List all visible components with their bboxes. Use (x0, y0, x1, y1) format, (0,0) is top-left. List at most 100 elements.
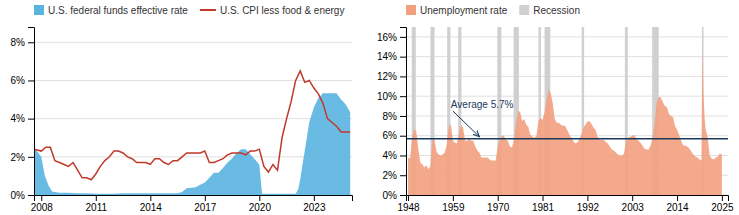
tick-mark (28, 157, 34, 158)
tick-label: 6% (11, 75, 26, 86)
tick: 2020 (249, 195, 272, 213)
tick-mark (400, 37, 406, 38)
tick-label: 4% (11, 113, 26, 124)
tick: 2014 (140, 195, 163, 213)
tick-label: 2003 (622, 202, 645, 213)
tick-mark (400, 96, 406, 97)
tick-label: 12% (377, 71, 397, 82)
tick-label: 10% (377, 91, 397, 102)
legend: U.S. federal funds effective rateU.S. CP… (34, 5, 344, 16)
tick: 14% (377, 51, 406, 62)
legend-label: Recession (533, 5, 580, 16)
tick-mark (587, 195, 588, 201)
tick-label: 8% (11, 37, 26, 48)
tick-label: 8% (383, 111, 398, 122)
tick-mark (400, 175, 406, 176)
tick: 1948 (397, 195, 420, 213)
panel: 2008 2011 2014 2017 2020 2023 0% 2% 4% 6% 8% (11, 28, 353, 214)
tick: 1992 (577, 195, 600, 213)
tick-label: 1970 (487, 202, 510, 213)
grid-line (34, 42, 352, 43)
tick: 4% (11, 113, 34, 124)
chart-container: U.S. federal funds effective rateU.S. CP… (0, 0, 739, 215)
tick-label: 2008 (31, 202, 54, 213)
average-line (406, 138, 728, 140)
tick-label: 6% (383, 130, 398, 141)
annotation-label: Average 5.7% (451, 99, 514, 110)
grid-line (406, 115, 728, 116)
annotation: Average 5.7% (451, 99, 514, 137)
grid-line (34, 118, 352, 119)
x-axis: 1948 1959 1970 1981 1992 2003 2014 2025 (397, 195, 734, 213)
tick-label: 2014 (666, 202, 689, 213)
panel: Average 5.7% 1948 1959 1970 1981 1992 2003 2014… (377, 27, 734, 213)
tick-mark (28, 119, 34, 120)
tick: 2014 (666, 195, 689, 213)
chart-svg: U.S. federal funds effective rateU.S. CP… (0, 0, 739, 215)
tick-mark (96, 195, 97, 201)
legend-swatch (200, 9, 216, 11)
tick-label: 1992 (577, 202, 600, 213)
tick: 16% (377, 32, 406, 43)
tick: 2017 (194, 195, 217, 213)
x-axis: 2008 2011 2014 2017 2020 2023 (31, 195, 353, 213)
tick-mark (453, 195, 454, 201)
tick-mark (400, 116, 406, 117)
tick-mark (722, 195, 723, 201)
tick: 8% (383, 111, 406, 122)
tick-mark (400, 195, 406, 196)
tick-mark (498, 195, 499, 201)
area (408, 50, 722, 195)
tick-label: 2023 (303, 202, 326, 213)
tick: 0% (383, 190, 406, 201)
annotation-arrow (453, 111, 480, 137)
plot-area (34, 71, 350, 195)
tick-label: 4% (383, 150, 398, 161)
line (34, 71, 350, 180)
tick-mark (543, 195, 544, 201)
tick-mark (28, 195, 34, 196)
legend-label: Unemployment rate (420, 5, 508, 16)
tick: 2% (11, 152, 34, 163)
tick-mark (677, 195, 678, 201)
legend-swatch (519, 5, 529, 15)
legend-item: Recession (519, 5, 580, 16)
tick-label: 2017 (194, 202, 217, 213)
tick: 2023 (303, 195, 326, 213)
legend-swatch (34, 5, 44, 15)
tick: 0% (11, 190, 34, 201)
tick-mark (150, 195, 151, 201)
tick: 2025 (711, 195, 734, 213)
tick-mark (314, 195, 315, 201)
tick-label: 2014 (140, 202, 163, 213)
tick: 2% (383, 170, 406, 181)
tick: 8% (11, 37, 34, 48)
tick-mark (28, 80, 34, 81)
legend-item: U.S. CPI less food & energy (200, 5, 345, 16)
y-axis: 0% 2% 4% 6% 8% 10% 12% 14% 16% (377, 28, 407, 201)
tick: 4% (383, 150, 406, 161)
tick-label: 2011 (86, 202, 108, 213)
tick-mark (632, 195, 633, 201)
tick-label: 0% (383, 190, 398, 201)
tick-mark (400, 57, 406, 58)
y-axis: 0% 2% 4% 6% 8% (11, 28, 35, 201)
axis-line (407, 196, 729, 202)
tick-label: 1981 (532, 202, 555, 213)
legend-swatch (406, 5, 416, 15)
tick-label: 2% (383, 170, 398, 181)
tick: 1981 (532, 195, 555, 213)
tick: 1959 (442, 195, 465, 213)
tick-mark (41, 195, 42, 201)
tick-mark (400, 136, 406, 137)
grid (34, 42, 352, 195)
grid (406, 37, 728, 195)
tick-mark (400, 155, 406, 156)
tick-mark (28, 42, 34, 43)
legend-item: Unemployment rate (406, 5, 508, 16)
tick-label: 16% (377, 32, 397, 43)
tick-label: 1959 (442, 202, 465, 213)
tick-mark (408, 195, 409, 201)
tick: 6% (383, 130, 406, 141)
tick: 12% (377, 71, 406, 82)
